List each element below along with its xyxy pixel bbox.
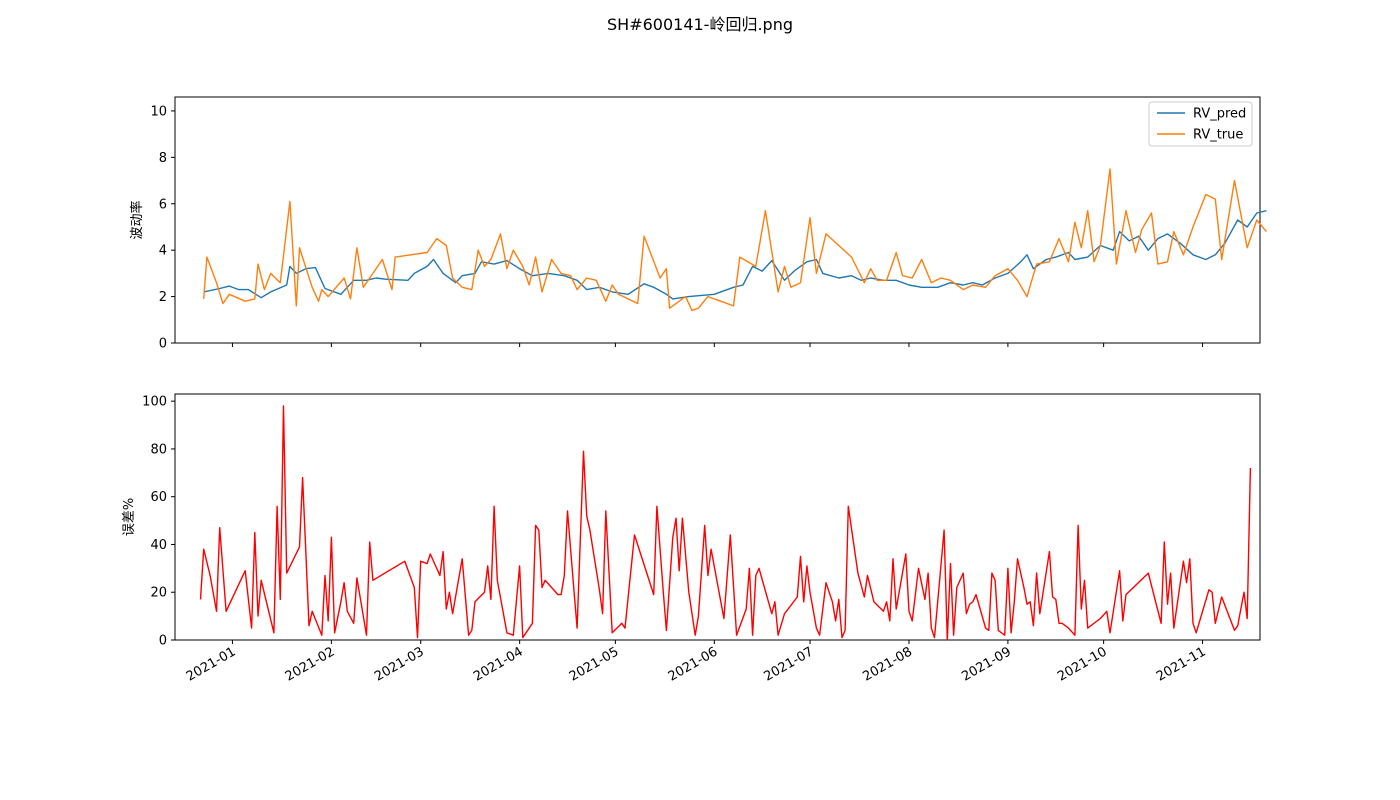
error-ylabel: 误差%	[122, 498, 137, 536]
volatility-axes-frame	[174, 96, 1261, 344]
series-line-rv-true	[203, 168, 1267, 312]
error-ytick-label: 0	[159, 634, 167, 649]
series-line-error	[199, 405, 1252, 641]
volatility-panel: 波动率 0 2 4 6 8 10 RV_pred RV_true	[129, 96, 1267, 352]
error-axes-frame	[174, 393, 1261, 641]
error-series-lines	[199, 405, 1252, 641]
error-ytick-label: 40	[150, 538, 167, 553]
error-ytick-label: 60	[150, 490, 167, 505]
error-ytick-label: 80	[150, 442, 167, 457]
volatility-ytick-label: 8	[159, 151, 167, 166]
volatility-series-lines	[203, 168, 1267, 312]
series-line-rv-pred	[203, 210, 1267, 300]
error-ytick-label: 100	[142, 395, 167, 410]
volatility-ytick-label: 2	[159, 290, 167, 305]
volatility-xticks	[231, 343, 1204, 347]
legend: RV_pred RV_true	[1148, 101, 1253, 147]
volatility-yticks: 0 2 4 6 8 10	[150, 104, 175, 352]
volatility-ylabel: 波动率	[129, 200, 145, 239]
figure-title: SH#600141-岭回归.png	[607, 15, 793, 34]
volatility-ytick-label: 6	[159, 197, 167, 212]
volatility-ytick-label: 0	[159, 337, 167, 352]
volatility-ytick-label: 4	[159, 244, 167, 259]
legend-label-rv-true: RV_true	[1193, 128, 1243, 143]
error-ytick-label: 20	[150, 586, 167, 601]
legend-label-rv-pred: RV_pred	[1193, 107, 1246, 122]
volatility-ytick-label: 10	[150, 104, 167, 119]
error-yticks: 0 20 40 60 80 100	[142, 395, 175, 649]
